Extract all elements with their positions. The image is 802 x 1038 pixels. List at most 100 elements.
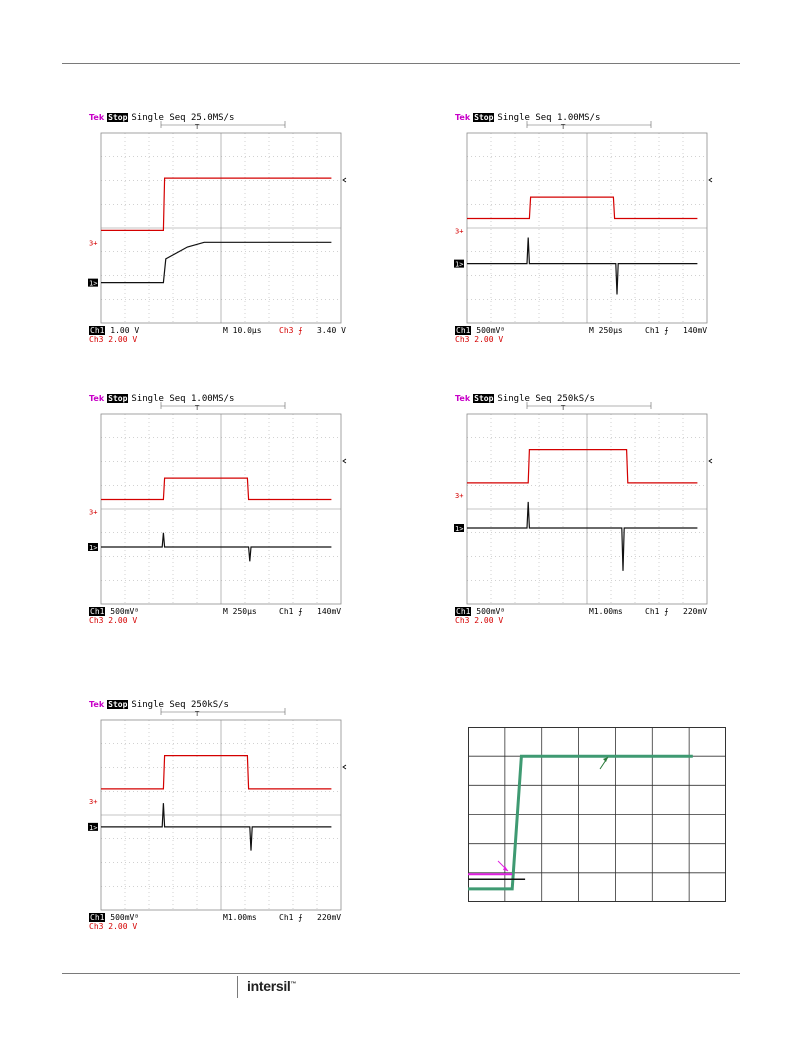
top-rule bbox=[62, 63, 740, 64]
ch1-ground-marker: 1> bbox=[89, 280, 97, 288]
ch1-ground-marker: 1> bbox=[89, 544, 97, 552]
tek-brand: Tek bbox=[89, 113, 105, 122]
trigger-level: 220mV bbox=[317, 913, 342, 922]
ch1-ground-marker: 1> bbox=[455, 525, 463, 533]
ch3-trace bbox=[101, 754, 332, 790]
stop-badge: Stop bbox=[473, 113, 495, 122]
sample-rate: 250kS/s bbox=[191, 700, 229, 710]
scope-5: Tek Stop Single Seq 250kS/s T 3+ 1> Ch1 500m… bbox=[88, 700, 389, 931]
ch3-trace bbox=[101, 177, 332, 232]
tek-brand: Tek bbox=[89, 394, 105, 403]
ch1-scale: 500mVᴮ bbox=[110, 607, 140, 616]
ch3-label: Ch3 bbox=[89, 335, 104, 344]
scope-plot: T 3+ 1> bbox=[88, 402, 347, 605]
scope-header: Tek Stop Single Seq 25.0MS/s bbox=[89, 113, 234, 125]
acq-mode: Single Seq bbox=[131, 700, 186, 710]
tek-brand: Tek bbox=[455, 113, 471, 122]
scope-footer: Ch1 500mVᴮ M 250µs Ch1 ⨍ 140mV Ch3 2.00 V bbox=[89, 607, 341, 625]
ch1-label: Ch1 bbox=[89, 913, 106, 922]
trigger-level: 220mV bbox=[683, 607, 708, 616]
acq-mode: Single Seq bbox=[497, 394, 552, 404]
ch3-label: Ch3 bbox=[455, 616, 470, 625]
footer-divider bbox=[237, 976, 238, 998]
trigger-source: Ch1 ⨍ bbox=[645, 326, 669, 335]
sample-rate: 25.0MS/s bbox=[191, 113, 235, 123]
ch1-scale: 500mVᴮ bbox=[476, 326, 506, 335]
ch3-label: Ch3 bbox=[89, 616, 104, 625]
timebase: M 10.0µs bbox=[223, 326, 262, 335]
ch3-scale: 2.00 V bbox=[108, 616, 138, 625]
scope-4: Tek Stop Single Seq 250kS/s T 3+ 1> Ch1 500m… bbox=[454, 394, 755, 625]
ch1-ground-marker: 1> bbox=[455, 261, 463, 269]
timebase: M 250µs bbox=[589, 326, 623, 335]
scope-footer: Ch1 1.00 V M 10.0µs Ch3 ⨍ 3.40 V Ch3 2.00 V bbox=[89, 326, 346, 344]
ch1-scale: 500mVᴮ bbox=[476, 607, 506, 616]
timebase: M1.00ms bbox=[223, 913, 257, 922]
timebase: M 250µs bbox=[223, 607, 257, 616]
bottom-rule bbox=[62, 973, 740, 974]
scope-footer: Ch1 500mVᴮ M 250µs Ch1 ⨍ 140mV Ch3 2.00 V bbox=[455, 326, 707, 344]
ch3-trace bbox=[467, 196, 698, 220]
ch1-scale: 1.00 V bbox=[110, 326, 140, 335]
ch1-marker-box bbox=[88, 543, 98, 551]
ch1-trace bbox=[467, 237, 698, 295]
trigger-level-arrow bbox=[708, 458, 713, 464]
scope-header: Tek Stop Single Seq 250kS/s bbox=[89, 700, 229, 712]
ch1-trace bbox=[467, 501, 698, 571]
trigger-pos-marker: T bbox=[560, 404, 566, 412]
ch1-label: Ch1 bbox=[89, 326, 106, 335]
ch3-scale: 2.00 V bbox=[474, 616, 504, 625]
trigger-pos-marker: T bbox=[194, 123, 200, 131]
trigger-level: 3.40 V bbox=[317, 326, 346, 335]
stop-badge: Stop bbox=[473, 394, 495, 403]
ch1-ground-marker: 1> bbox=[89, 824, 97, 832]
scope-plot: T 3+ 1> bbox=[88, 708, 347, 911]
ch3-scale: 2.00 V bbox=[108, 922, 138, 931]
ch1-label: Ch1 bbox=[89, 607, 106, 616]
green-arrowhead bbox=[603, 757, 608, 762]
ch3-ground-marker: 3+ bbox=[89, 239, 97, 247]
trigger-source: Ch1 ⨍ bbox=[645, 607, 669, 616]
scope-plot: T 3+ 1> bbox=[454, 402, 713, 605]
trigger-level: 140mV bbox=[683, 326, 708, 335]
ch3-label: Ch3 bbox=[89, 922, 104, 931]
scope-plot: T 3+ 1> bbox=[454, 121, 713, 324]
trigger-level: 140mV bbox=[317, 607, 342, 616]
scope-header: Tek Stop Single Seq 1.00MS/s bbox=[455, 113, 600, 125]
scope-3: Tek Stop Single Seq 1.00MS/s T 3+ 1> Ch1 500… bbox=[88, 394, 389, 625]
scope-2: Tek Stop Single Seq 1.00MS/s T 3+ 1> Ch1 500… bbox=[454, 113, 755, 344]
ch1-marker-box bbox=[88, 822, 98, 831]
trigger-level-arrow bbox=[342, 764, 347, 770]
trigger-pos-marker: T bbox=[194, 710, 200, 718]
ch3-label: Ch3 bbox=[455, 335, 470, 344]
ch3-scale: 2.00 V bbox=[474, 335, 504, 344]
ch1-label: Ch1 bbox=[455, 607, 472, 616]
ch1-marker-box bbox=[454, 259, 464, 268]
trigger-pos-marker: T bbox=[194, 404, 200, 412]
green-curve bbox=[468, 754, 693, 891]
ch3-scale: 2.00 V bbox=[108, 335, 138, 344]
acq-mode: Single Seq bbox=[131, 394, 186, 404]
sample-rate: 250kS/s bbox=[557, 394, 595, 404]
acq-mode: Single Seq bbox=[131, 113, 186, 123]
stop-badge: Stop bbox=[107, 394, 129, 403]
sample-rate: 1.00MS/s bbox=[191, 394, 235, 404]
timebase: M1.00ms bbox=[589, 607, 623, 616]
ch3-trace bbox=[467, 448, 698, 484]
scope-1: Tek Stop Single Seq 25.0MS/s T 3+ 1> Ch1 1.0… bbox=[88, 113, 389, 344]
ch3-ground-marker: 3+ bbox=[455, 228, 463, 236]
trigger-pos-marker: T bbox=[560, 123, 566, 131]
tek-brand: Tek bbox=[455, 394, 471, 403]
trigger-source: Ch1 ⨍ bbox=[279, 913, 303, 922]
ch1-label: Ch1 bbox=[455, 326, 472, 335]
intersil-logo: intersil™ bbox=[247, 978, 297, 994]
scope-footer: Ch1 500mVᴮ M1.00ms Ch1 ⨍ 220mV Ch3 2.00 V bbox=[89, 913, 341, 931]
trigger-level-arrow bbox=[342, 458, 347, 464]
ch1-scale: 500mVᴮ bbox=[110, 913, 140, 922]
scope-header: Tek Stop Single Seq 250kS/s bbox=[455, 394, 595, 406]
transfer-plot bbox=[468, 727, 726, 902]
scope-header: Tek Stop Single Seq 1.00MS/s bbox=[89, 394, 234, 406]
scope-footer: Ch1 500mVᴮ M1.00ms Ch1 ⨍ 220mV Ch3 2.00 V bbox=[455, 607, 707, 625]
ch3-ground-marker: 3+ bbox=[455, 492, 463, 500]
logo-text: intersil bbox=[247, 978, 291, 994]
